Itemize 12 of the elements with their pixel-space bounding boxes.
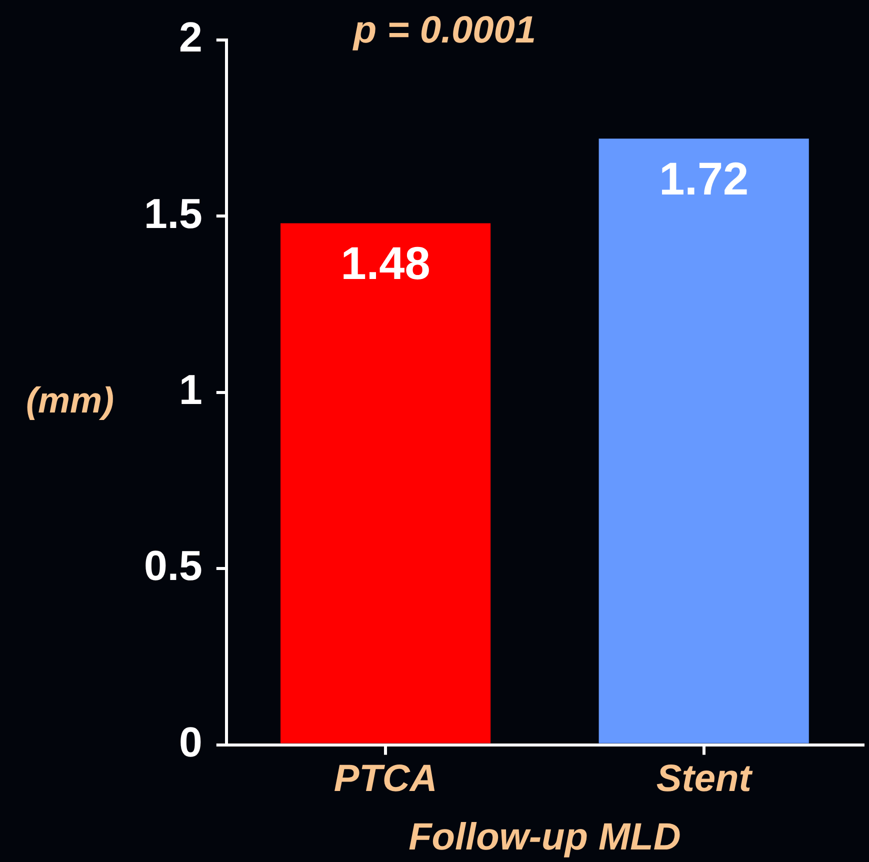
annotation: p = 0.0001 — [352, 9, 536, 52]
y-tick-label: 1.5 — [144, 190, 202, 237]
y-tick-label: 0.5 — [144, 542, 202, 590]
y-axis-title: (mm) — [26, 379, 114, 420]
y-tick-label: 0 — [179, 718, 202, 766]
x-axis-title: Follow-up MLD — [408, 816, 681, 859]
y-tick-label: 2 — [179, 14, 202, 61]
x-tick-label: PTCA — [334, 758, 438, 800]
y-tick-label: 1 — [179, 366, 202, 413]
data-label: 1.48 — [340, 236, 430, 289]
data-label: 1.72 — [659, 152, 749, 204]
x-tick-label: Stent — [656, 758, 753, 800]
